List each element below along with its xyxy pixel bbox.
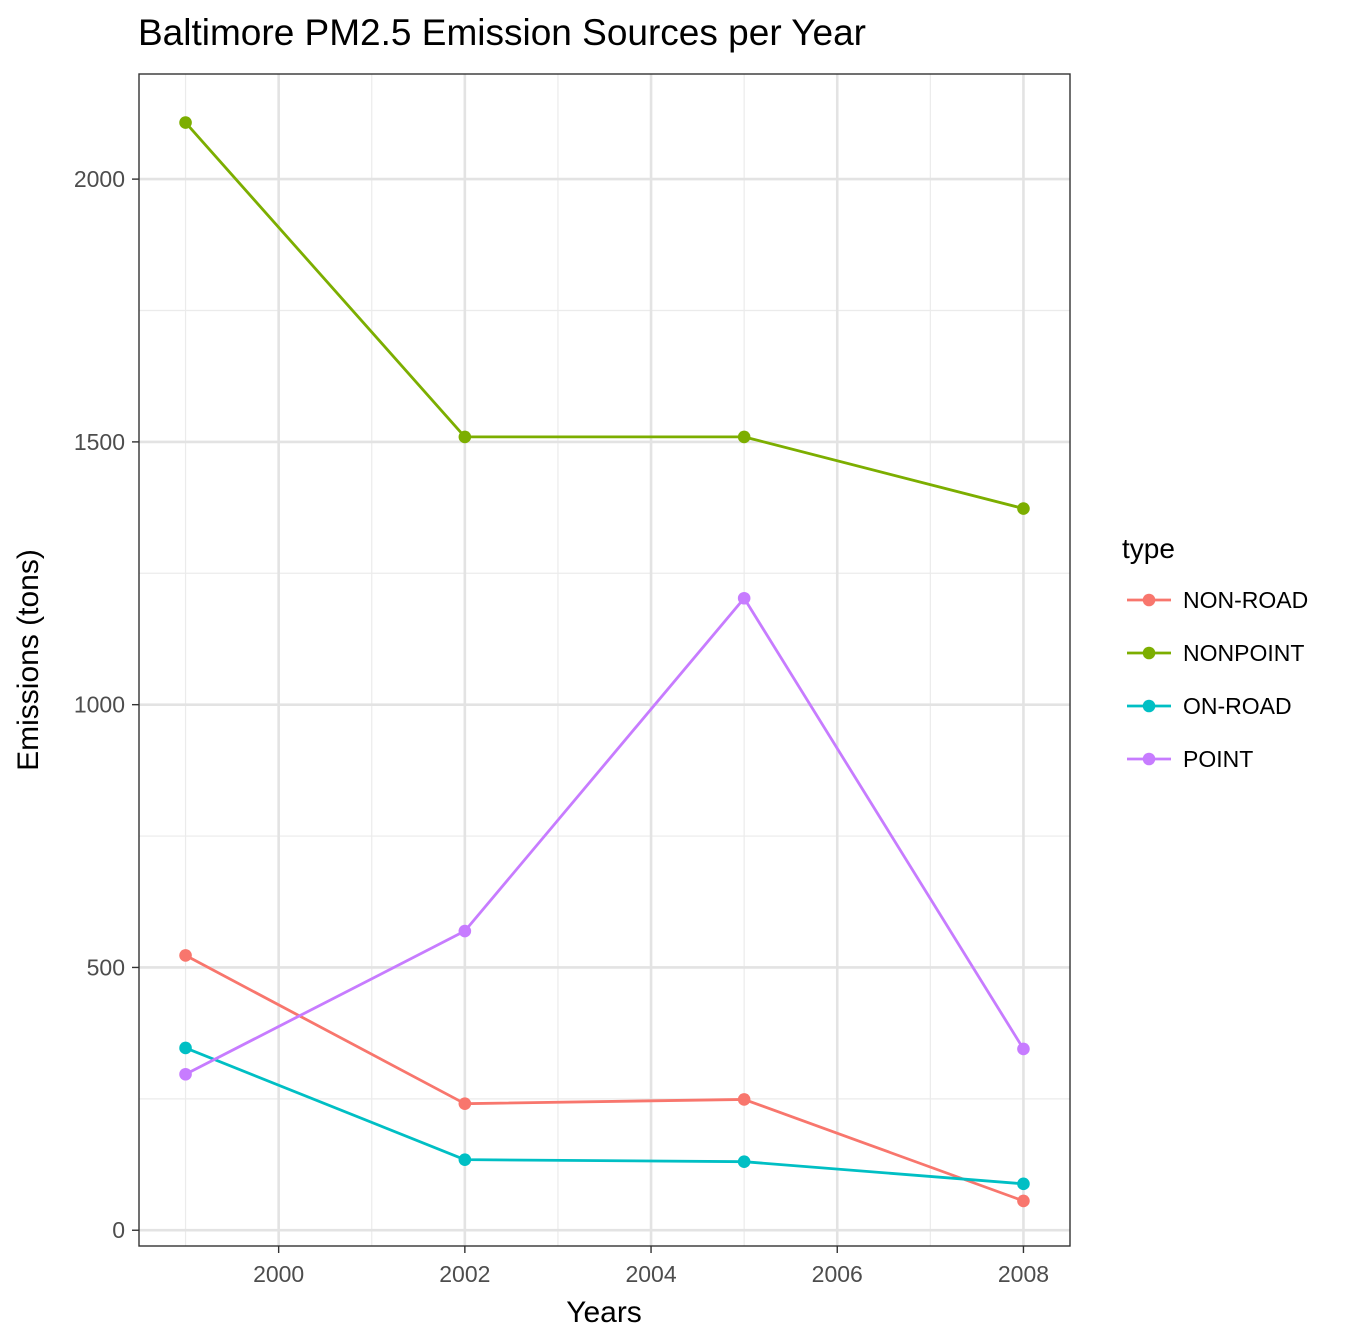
x-tick-label: 2000 (253, 1261, 304, 1287)
data-point-nonpoint (458, 430, 472, 444)
y-axis-title: Emissions (tons) (12, 549, 45, 771)
data-point-non-road (737, 1093, 751, 1106)
data-point-on-road (1017, 1177, 1030, 1191)
data-point-on-road (179, 1041, 192, 1055)
data-point-on-road (458, 1153, 472, 1166)
data-point-point (737, 591, 751, 605)
legend-title: type (1122, 533, 1175, 564)
minor-gridlines (139, 74, 1070, 1246)
y-tick-label: 500 (87, 954, 125, 980)
data-point-point (1017, 1042, 1030, 1056)
legend-key-point (1142, 699, 1156, 713)
legend-key-point (1142, 646, 1156, 660)
y-axis: 0 500 1000 1500 2000 (74, 166, 139, 1243)
x-tick-label: 2002 (439, 1261, 490, 1287)
legend-label: NON-ROAD (1183, 587, 1308, 613)
data-point-point (458, 924, 472, 938)
panel-background (139, 74, 1070, 1246)
series-line-non-road (184, 954, 1024, 1203)
legend-label: NONPOINT (1183, 640, 1304, 666)
y-tick-label: 1000 (74, 692, 125, 718)
data-point-non-road (458, 1097, 472, 1110)
legend-item-non-road: NON-ROAD (1127, 587, 1308, 613)
legend-key-point (1142, 752, 1156, 766)
legend-label: POINT (1183, 746, 1253, 772)
data-point-non-road (179, 949, 192, 962)
data-point-nonpoint (737, 430, 751, 444)
series-line-nonpoint (184, 121, 1024, 510)
data-point-nonpoint (179, 116, 192, 129)
series-layer (179, 116, 1030, 1208)
data-point-on-road (737, 1155, 751, 1168)
data-point-nonpoint (1017, 502, 1030, 515)
data-point-point (179, 1067, 192, 1081)
legend: type NON-ROAD NONPOINT ON-ROAD POINT (1122, 533, 1308, 772)
x-tick-label: 2008 (998, 1261, 1049, 1287)
x-tick-label: 2006 (812, 1261, 863, 1287)
legend-key-point (1142, 593, 1156, 607)
chart-title: Baltimore PM2.5 Emission Sources per Yea… (138, 12, 866, 53)
legend-item-nonpoint: NONPOINT (1127, 640, 1304, 666)
legend-items: NON-ROAD NONPOINT ON-ROAD POINT (1127, 587, 1308, 772)
panel-border (138, 73, 1071, 1247)
major-gridlines (139, 74, 1070, 1246)
data-point-non-road (1017, 1194, 1030, 1208)
legend-item-on-road: ON-ROAD (1127, 693, 1292, 719)
legend-item-point: POINT (1127, 746, 1253, 772)
x-tick-label: 2004 (625, 1261, 676, 1287)
y-tick-label: 1500 (74, 429, 125, 455)
y-tick-label: 0 (112, 1217, 125, 1243)
x-axis: 2000 2002 2004 2006 2008 (253, 1246, 1049, 1287)
plot-panel (138, 73, 1071, 1247)
series-line-point (184, 596, 1025, 1076)
x-axis-title: Years (566, 1296, 642, 1329)
legend-label: ON-ROAD (1183, 693, 1292, 719)
series-line-on-road (185, 1046, 1024, 1186)
y-tick-label: 2000 (74, 166, 125, 192)
